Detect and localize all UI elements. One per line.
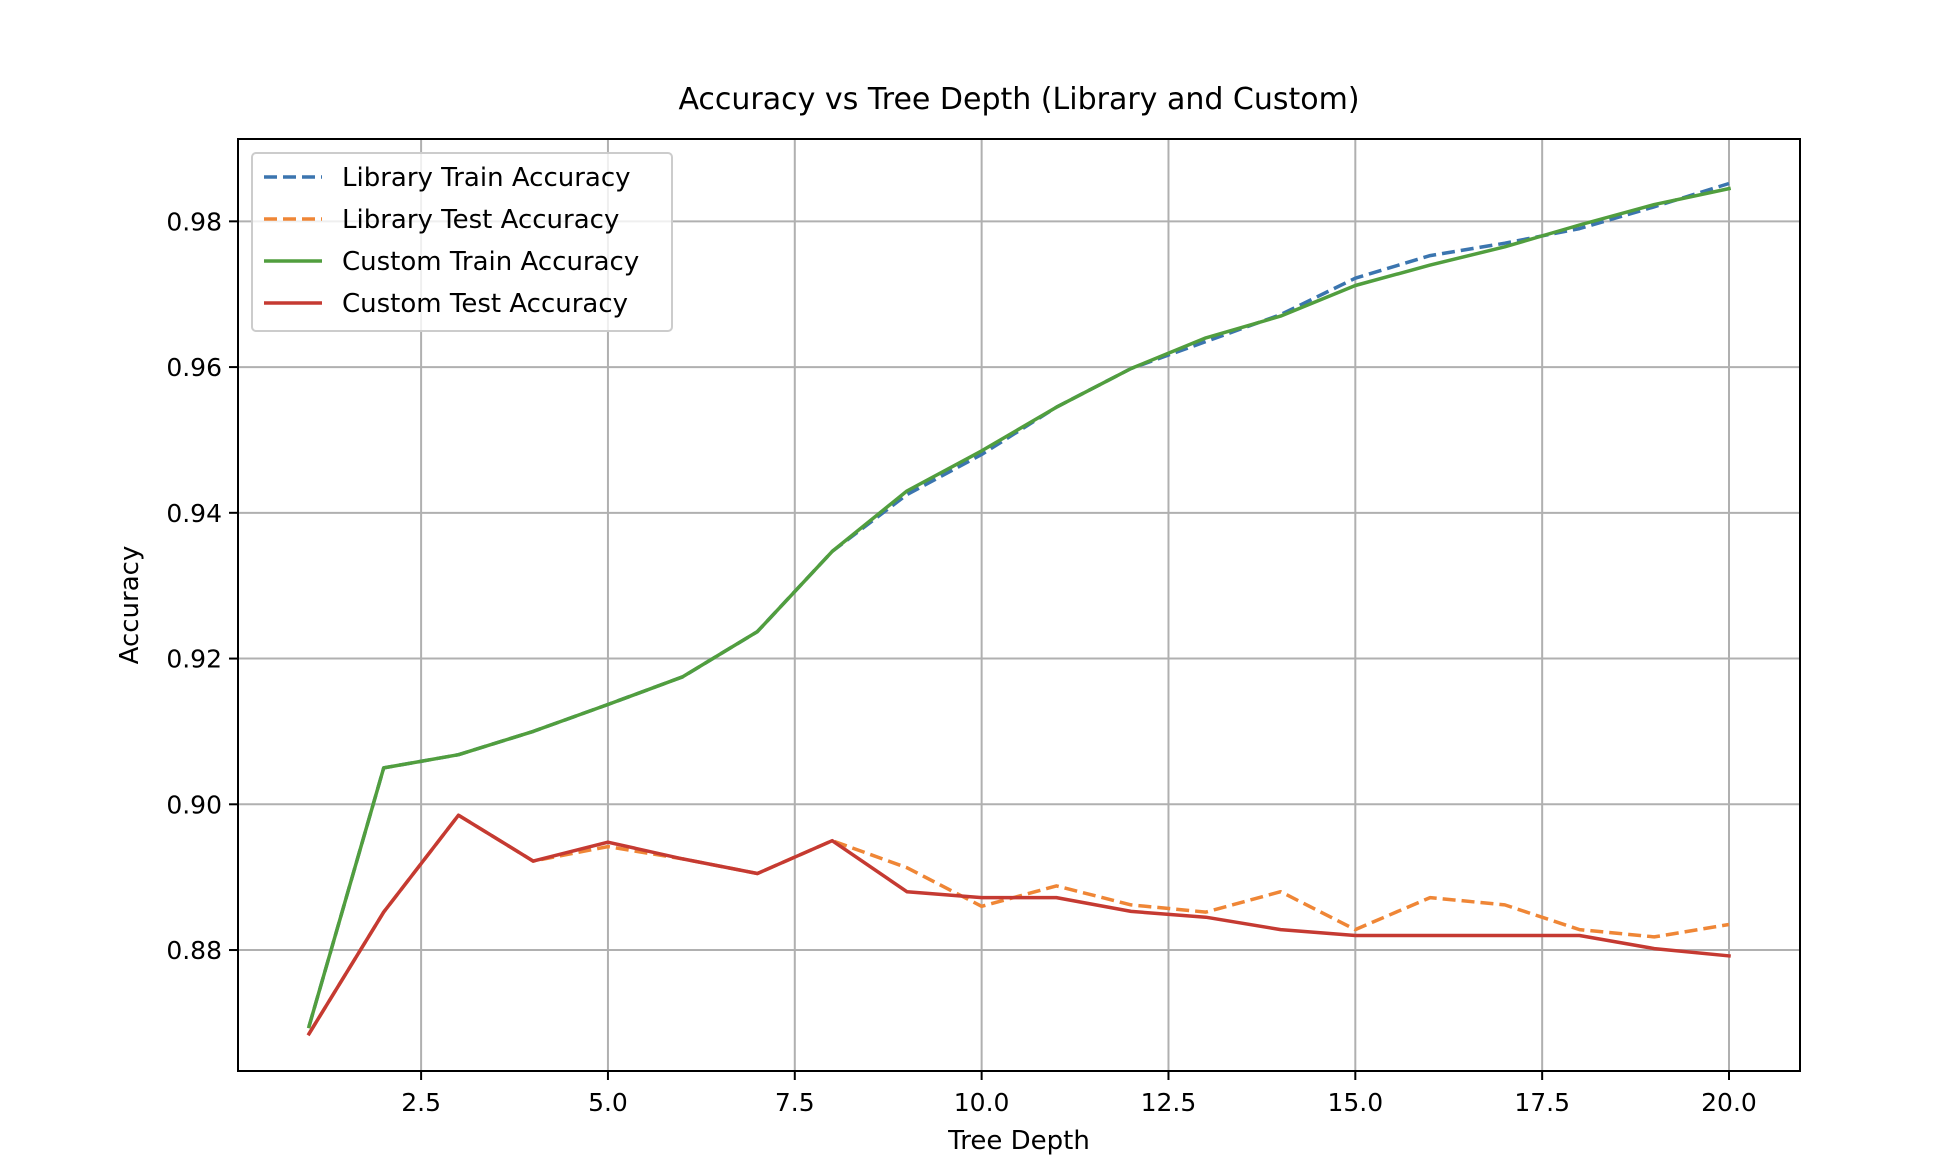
y-tick-label: 0.96 [166,353,222,382]
legend-label-2: Library Test Accuracy [342,205,619,235]
x-tick-label: 5.0 [588,1088,628,1117]
x-axis-label: Tree Depth [947,1126,1090,1156]
legend-box [251,152,673,332]
legend-label-1: Library Train Accuracy [342,163,631,193]
x-tick-label: 2.5 [401,1088,441,1117]
y-axis-label: Accuracy [115,546,145,665]
series-line-3 [306,186,1732,1029]
grid [238,139,1800,1071]
chart-title: Accuracy vs Tree Depth (Library and Cust… [678,82,1359,117]
legend-label-3: Custom Train Accuracy [342,247,639,277]
legend-label-4: Custom Test Accuracy [342,289,628,319]
legend: Library Train Accuracy Library Test Accur… [251,152,673,332]
x-tick-label: 20.0 [1701,1088,1757,1117]
y-tick-label: 0.98 [166,207,222,236]
ticks: 2.5 5.0 7.5 10.0 12.5 15.0 17.5 20.0 0.88 0.90 0.9… [166,207,1757,1117]
series-layer [306,181,1732,1037]
x-tick-label: 7.5 [775,1088,815,1117]
x-tick-label: 15.0 [1327,1088,1383,1117]
x-tick-label: 12.5 [1141,1088,1197,1117]
y-tick-label: 0.94 [166,499,222,528]
y-tick-label: 0.90 [166,790,222,819]
x-tick-label: 10.0 [954,1088,1010,1117]
y-tick-label: 0.92 [166,645,222,674]
x-tick-label: 17.5 [1514,1088,1570,1117]
series-line-4 [306,813,1731,1037]
y-tick-label: 0.88 [166,936,222,965]
plot-frame [237,138,1801,1072]
